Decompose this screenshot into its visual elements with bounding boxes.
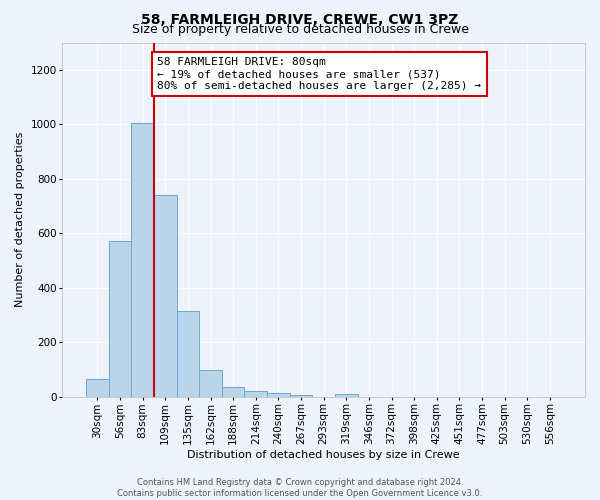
Text: Size of property relative to detached houses in Crewe: Size of property relative to detached ho…: [131, 22, 469, 36]
Text: 58 FARMLEIGH DRIVE: 80sqm
← 19% of detached houses are smaller (537)
80% of semi: 58 FARMLEIGH DRIVE: 80sqm ← 19% of detac…: [157, 58, 481, 90]
Bar: [109, 242, 131, 397]
Bar: [176, 311, 199, 397]
Bar: [199, 370, 222, 397]
Y-axis label: Number of detached properties: Number of detached properties: [15, 132, 25, 308]
Bar: [267, 393, 290, 397]
Bar: [290, 394, 313, 397]
X-axis label: Distribution of detached houses by size in Crewe: Distribution of detached houses by size …: [187, 450, 460, 460]
Bar: [86, 379, 109, 397]
Bar: [335, 394, 358, 397]
Bar: [222, 387, 244, 397]
Text: 58, FARMLEIGH DRIVE, CREWE, CW1 3PZ: 58, FARMLEIGH DRIVE, CREWE, CW1 3PZ: [142, 12, 458, 26]
Bar: [131, 123, 154, 397]
Text: Contains HM Land Registry data © Crown copyright and database right 2024.
Contai: Contains HM Land Registry data © Crown c…: [118, 478, 482, 498]
Bar: [154, 195, 176, 397]
Bar: [244, 391, 267, 397]
